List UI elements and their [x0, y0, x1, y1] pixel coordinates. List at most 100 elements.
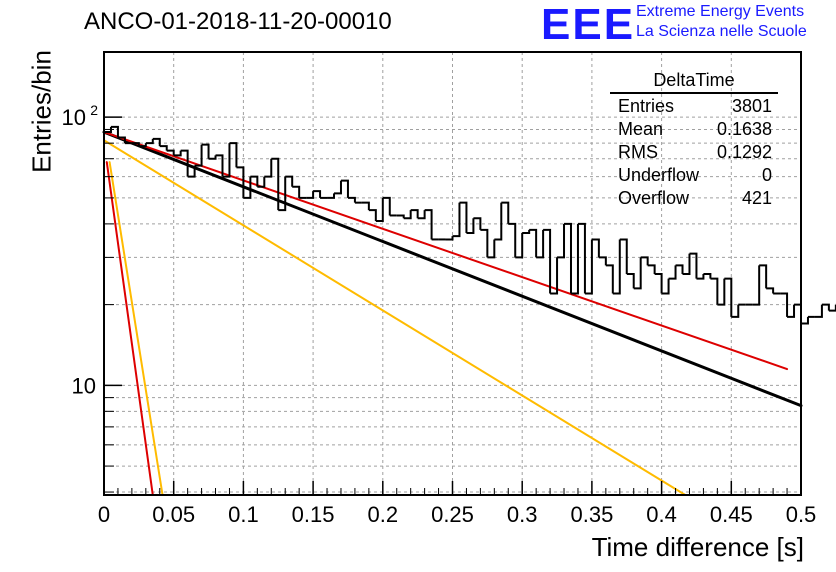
stats-label: Entries: [618, 96, 675, 116]
x-tick-label: 0.3: [507, 502, 538, 527]
eee-logo-line2: La Scienza nelle Scuole: [636, 23, 807, 40]
histogram-bin: [271, 157, 280, 211]
fit-line: [103, 139, 687, 496]
fit-curves: [102, 130, 803, 496]
histogram-bin: [794, 303, 802, 324]
histogram-bin: [382, 196, 391, 216]
histogram-bin: [661, 278, 670, 295]
histogram-bin: [710, 277, 719, 305]
histogram-bin: [327, 193, 336, 199]
x-tick-label: 0.15: [292, 502, 335, 527]
histogram-bin: [375, 197, 384, 223]
histogram-bin: [215, 154, 224, 177]
x-tick-label: 0.45: [710, 502, 753, 527]
histogram-bin: [814, 304, 823, 318]
histogram-bin: [334, 180, 342, 195]
histogram-bin: [424, 209, 433, 240]
fit-line: [103, 131, 789, 371]
histogram-bin: [368, 209, 377, 222]
histogram-bin: [347, 196, 356, 203]
histogram-bin: [250, 175, 259, 187]
histogram-bin: [529, 228, 538, 258]
stats-label: Overflow: [618, 188, 690, 208]
x-tick-label: 0: [98, 502, 110, 527]
stats-label: Underflow: [618, 165, 700, 185]
eee-logo: EEE: [541, 0, 636, 49]
stats-value: 0.1638: [716, 119, 772, 139]
histogram-bin: [668, 265, 677, 280]
histogram-bin: [417, 210, 426, 220]
histogram-bin: [257, 176, 266, 188]
histogram-bin: [117, 136, 126, 144]
histogram-bin: [104, 126, 112, 134]
histogram-bin: [340, 179, 349, 198]
stats-value: 3801: [731, 96, 772, 116]
histogram-bin: [633, 257, 642, 290]
histogram-bin: [584, 239, 593, 295]
histogram-bin: [612, 239, 621, 295]
histogram-bin: [626, 273, 635, 289]
histogram-bin: [145, 138, 154, 145]
histogram-bin: [494, 202, 503, 241]
histogram-bin: [570, 223, 579, 295]
histogram-bin: [452, 202, 461, 238]
stats-value: 0: [761, 165, 772, 185]
histogram-bin: [536, 229, 545, 259]
x-tick-label: 0.1: [228, 502, 259, 527]
histogram-bin: [703, 273, 712, 279]
y-tick-label: 10: [72, 373, 96, 398]
histogram-bin: [110, 125, 119, 138]
histogram-bin: [410, 209, 419, 219]
fit-line: [102, 130, 803, 408]
histogram-bin: [543, 228, 552, 294]
histogram-bin: [487, 239, 496, 259]
histogram-bin: [208, 155, 217, 160]
histogram-bin: [675, 264, 684, 275]
histogram-bin: [292, 185, 301, 198]
histogram-bin: [229, 142, 238, 168]
histogram-bin: [508, 222, 517, 258]
histogram-bin: [550, 257, 559, 295]
eee-logo-text: Extreme Energy Events La Scienza nelle S…: [636, 2, 807, 42]
histogram-bin: [466, 218, 475, 234]
histogram-bin: [306, 191, 315, 199]
stats-label: Mean: [618, 119, 664, 139]
histogram-bin: [236, 166, 245, 198]
histogram-bin: [159, 145, 168, 151]
grid: [104, 52, 801, 495]
histogram-bin: [522, 229, 531, 234]
y-axis-label: Entries/bin: [26, 50, 57, 173]
histogram-bin: [180, 149, 189, 177]
x-axis-label: Time difference [s]: [591, 532, 804, 562]
x-tick-label: 0.05: [152, 502, 195, 527]
histogram-bin: [766, 287, 775, 294]
histogram-bin: [696, 274, 705, 280]
histogram-bin: [187, 165, 196, 178]
histogram-bin: [152, 137, 161, 147]
histogram-bin: [647, 264, 656, 275]
histogram-bin: [780, 292, 789, 317]
eee-logo-line1: Extreme Energy Events: [636, 3, 805, 20]
stats-row-overflow: Overflow 421: [610, 187, 778, 210]
histogram-bin: [591, 238, 600, 258]
stats-row-mean: Mean 0.1638: [610, 118, 778, 141]
histogram-bin: [682, 253, 691, 276]
histogram-bin: [640, 256, 649, 266]
histogram-bin: [577, 222, 586, 294]
fit-line: [105, 161, 154, 496]
histogram-bin: [278, 176, 287, 212]
x-tick-label: 0.25: [431, 502, 474, 527]
histogram-bin: [724, 277, 733, 317]
stats-value: 0.1292: [716, 142, 772, 162]
histogram-bin: [403, 210, 412, 220]
histogram-bin: [605, 264, 614, 294]
histogram-bin: [515, 232, 524, 259]
y-tick-exponent: 2: [90, 102, 98, 118]
histogram-bin: [222, 143, 231, 178]
stats-label: RMS: [618, 142, 658, 162]
stats-value: 421: [741, 188, 772, 208]
histogram-bin: [264, 158, 273, 178]
histogram-bin: [821, 303, 830, 311]
histogram-bin: [787, 304, 796, 318]
